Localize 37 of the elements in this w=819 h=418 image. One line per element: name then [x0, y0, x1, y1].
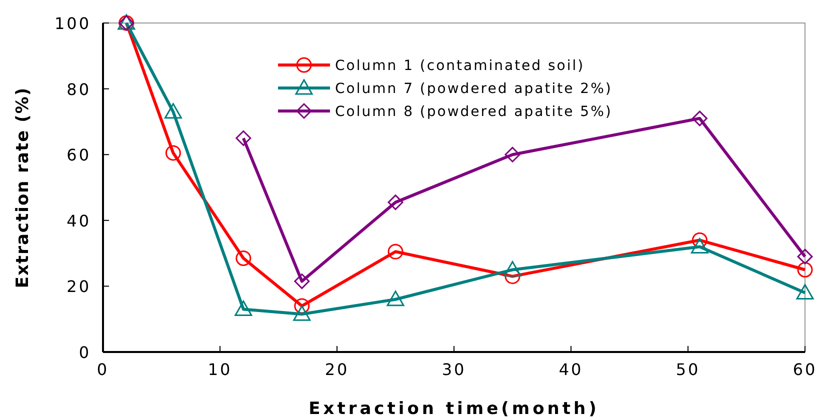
point — [293, 305, 311, 321]
point — [294, 274, 310, 290]
point — [234, 300, 252, 316]
point — [236, 130, 252, 146]
point — [692, 110, 708, 126]
point — [796, 284, 814, 300]
point — [164, 103, 182, 119]
point — [504, 261, 522, 276]
y-tick-label: 20 — [66, 277, 91, 296]
point — [797, 248, 813, 264]
x-tick-label: 60 — [792, 360, 818, 379]
point — [236, 250, 252, 266]
y-axis-title: Extraction rate (%) — [13, 86, 33, 288]
point — [294, 298, 310, 314]
x-tick-label: 10 — [208, 360, 232, 379]
y-tick-label: 0 — [78, 343, 91, 362]
y-tick-label: 60 — [66, 146, 91, 165]
point — [388, 194, 404, 210]
point — [504, 146, 520, 162]
x-tick-label: 0 — [96, 360, 110, 379]
legend-label: Column 7 (powdered apatite 2%) — [335, 81, 612, 97]
point — [690, 238, 708, 254]
y-tick-label: 40 — [66, 211, 91, 230]
y-tick-label: 100 — [54, 14, 91, 33]
x-tick-label: 40 — [558, 360, 584, 379]
point — [165, 145, 181, 161]
point — [797, 262, 813, 278]
point — [386, 290, 404, 306]
legend-label: Column 1 (contaminated soil) — [335, 58, 585, 74]
x-tick-label: 30 — [442, 360, 466, 379]
point — [692, 232, 708, 248]
x-tick-label: 20 — [324, 360, 350, 379]
y-tick-label: 80 — [66, 80, 91, 99]
point — [388, 244, 404, 260]
x-axis-title: Extraction time(month) — [308, 399, 600, 418]
x-tick-label: 50 — [676, 360, 700, 379]
legend-label: Column 8 (powdered apatite 5%) — [335, 104, 612, 120]
